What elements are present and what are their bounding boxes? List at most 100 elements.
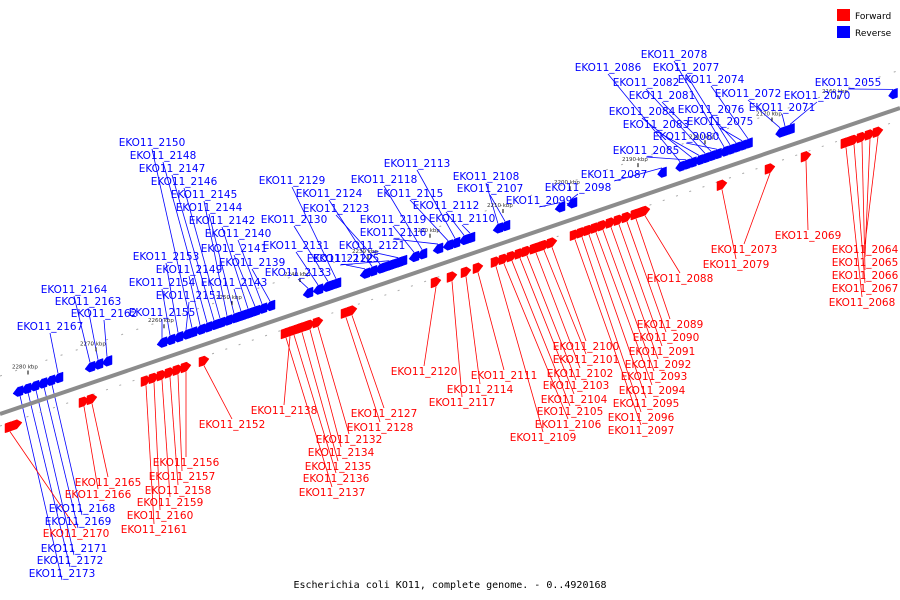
reverse-gene-label[interactable]: EKO11_2122 (307, 253, 374, 265)
forward-gene-label[interactable]: EKO11_2067 (832, 283, 899, 295)
reverse-gene-label[interactable]: EKO11_2167 (17, 321, 84, 333)
forward-gene-label[interactable]: EKO11_2138 (251, 405, 318, 417)
forward-gene-label[interactable]: EKO11_2097 (608, 425, 675, 437)
reverse-gene-label[interactable]: EKO11_2155 (129, 307, 196, 319)
forward-gene-arrow[interactable] (430, 276, 442, 289)
forward-gene-arrow[interactable] (514, 248, 526, 260)
reverse-gene-arrow[interactable] (376, 254, 408, 273)
forward-gene-label[interactable]: EKO11_2104 (541, 394, 608, 406)
forward-gene-label[interactable]: EKO11_2094 (619, 385, 686, 397)
reverse-gene-arrow[interactable] (554, 201, 566, 213)
forward-gene-arrow[interactable] (156, 370, 168, 382)
forward-gene-label[interactable]: EKO11_2135 (305, 461, 372, 473)
forward-gene-label[interactable]: EKO11_2102 (547, 368, 614, 380)
reverse-gene-label[interactable]: EKO11_2078 (641, 49, 708, 61)
reverse-gene-label[interactable]: EKO11_2118 (351, 174, 418, 186)
reverse-gene-label[interactable]: EKO11_2123 (303, 203, 370, 215)
forward-gene-arrow[interactable] (864, 129, 876, 141)
reverse-gene-label[interactable]: EKO11_2146 (151, 176, 218, 188)
reverse-gene-label[interactable]: EKO11_2070 (784, 90, 851, 102)
reverse-gene-arrow[interactable] (302, 286, 314, 299)
reverse-gene-arrow[interactable] (84, 360, 96, 373)
reverse-gene-arrow[interactable] (432, 242, 444, 254)
forward-gene-label[interactable]: EKO11_2127 (351, 408, 418, 420)
reverse-gene-label[interactable]: EKO11_2121 (339, 240, 406, 252)
reverse-gene-label[interactable]: EKO11_2130 (261, 214, 328, 226)
reverse-gene-label[interactable]: EKO11_2055 (815, 77, 882, 89)
reverse-gene-arrow[interactable] (566, 196, 578, 209)
reverse-gene-label[interactable]: EKO11_2099 (506, 195, 573, 207)
reverse-gene-label[interactable]: EKO11_2154 (129, 277, 196, 289)
forward-gene-label[interactable]: EKO11_2120 (391, 366, 458, 378)
reverse-gene-label[interactable]: EKO11_2163 (55, 296, 122, 308)
forward-gene-arrow[interactable] (164, 367, 176, 379)
reverse-gene-arrow[interactable] (320, 277, 340, 292)
reverse-gene-arrow[interactable] (442, 239, 454, 251)
forward-gene-arrow[interactable] (872, 126, 884, 139)
forward-gene-arrow[interactable] (630, 206, 650, 221)
reverse-gene-arrow[interactable] (101, 355, 113, 367)
forward-gene-label[interactable]: EKO11_2065 (832, 257, 899, 269)
reverse-gene-label[interactable]: EKO11_2141 (201, 243, 268, 255)
reverse-gene-label[interactable]: EKO11_2147 (139, 163, 206, 175)
reverse-gene-label[interactable]: EKO11_2173 (29, 568, 96, 580)
reverse-gene-arrow[interactable] (12, 385, 24, 397)
forward-gene-arrow[interactable] (800, 151, 812, 163)
reverse-gene-label[interactable]: EKO11_2171 (41, 543, 108, 555)
reverse-gene-label[interactable]: EKO11_2168 (49, 503, 116, 515)
reverse-gene-label[interactable]: EKO11_2108 (453, 171, 520, 183)
reverse-gene-label[interactable]: EKO11_2164 (41, 284, 108, 296)
reverse-gene-label[interactable]: EKO11_2110 (429, 213, 496, 225)
forward-gene-arrow[interactable] (312, 316, 324, 329)
reverse-gene-arrow[interactable] (408, 250, 420, 263)
forward-gene-arrow[interactable] (5, 419, 23, 433)
reverse-gene-label[interactable]: EKO11_2145 (171, 189, 238, 201)
forward-gene-label[interactable]: EKO11_2073 (711, 244, 778, 256)
forward-gene-label[interactable]: EKO11_2166 (65, 489, 132, 501)
reverse-gene-arrow[interactable] (492, 222, 504, 234)
forward-gene-arrow[interactable] (198, 355, 210, 368)
forward-gene-label[interactable]: EKO11_2103 (543, 380, 610, 392)
reverse-gene-arrow[interactable] (230, 305, 258, 323)
forward-gene-label[interactable]: EKO11_2105 (537, 406, 604, 418)
forward-gene-label[interactable]: EKO11_2111 (471, 370, 538, 382)
forward-gene-label[interactable]: EKO11_2101 (553, 354, 620, 366)
reverse-gene-arrow[interactable] (312, 283, 324, 295)
forward-gene-label[interactable]: EKO11_2066 (832, 270, 899, 282)
reverse-gene-label[interactable]: EKO11_2085 (613, 145, 680, 157)
reverse-gene-label[interactable]: EKO11_2077 (653, 62, 720, 74)
forward-gene-label[interactable]: EKO11_2128 (347, 422, 414, 434)
forward-gene-label[interactable]: EKO11_2160 (127, 510, 194, 522)
reverse-gene-label[interactable]: EKO11_2115 (377, 188, 444, 200)
forward-gene-arrow[interactable] (86, 393, 98, 406)
reverse-gene-label[interactable]: EKO11_2116 (360, 227, 427, 239)
reverse-gene-arrow[interactable] (458, 233, 470, 246)
forward-gene-arrow[interactable] (172, 364, 184, 377)
reverse-gene-label[interactable]: EKO11_2162 (71, 308, 138, 320)
forward-gene-arrow[interactable] (605, 217, 617, 229)
reverse-gene-label[interactable]: EKO11_2172 (37, 555, 104, 567)
forward-gene-label[interactable]: EKO11_2165 (75, 477, 142, 489)
reverse-gene-label[interactable]: EKO11_2081 (629, 90, 696, 102)
reverse-gene-label[interactable]: EKO11_2143 (201, 277, 268, 289)
reverse-gene-arrow[interactable] (888, 87, 898, 100)
forward-gene-label[interactable]: EKO11_2109 (510, 432, 577, 444)
reverse-gene-label[interactable]: EKO11_2151 (156, 290, 223, 302)
reverse-gene-label[interactable]: EKO11_2144 (176, 202, 243, 214)
reverse-gene-label[interactable]: EKO11_2080 (653, 131, 720, 143)
forward-gene-label[interactable]: EKO11_2069 (775, 230, 842, 242)
reverse-gene-label[interactable]: EKO11_2072 (715, 88, 782, 100)
forward-gene-arrow[interactable] (340, 307, 352, 319)
forward-gene-label[interactable]: EKO11_2092 (625, 359, 692, 371)
forward-gene-arrow[interactable] (490, 256, 502, 268)
forward-gene-arrow[interactable] (716, 179, 728, 192)
reverse-gene-label[interactable]: EKO11_2150 (119, 137, 186, 149)
forward-gene-arrow[interactable] (446, 271, 458, 283)
reverse-gene-label[interactable]: EKO11_2125 (313, 253, 380, 265)
reverse-gene-label[interactable]: EKO11_2098 (545, 182, 612, 194)
reverse-gene-label[interactable]: EKO11_2148 (130, 150, 197, 162)
forward-gene-label[interactable]: EKO11_2096 (608, 412, 675, 424)
reverse-gene-label[interactable]: EKO11_2086 (575, 62, 642, 74)
reverse-gene-label[interactable]: EKO11_2131 (263, 240, 330, 252)
forward-gene-arrow[interactable] (856, 131, 868, 144)
